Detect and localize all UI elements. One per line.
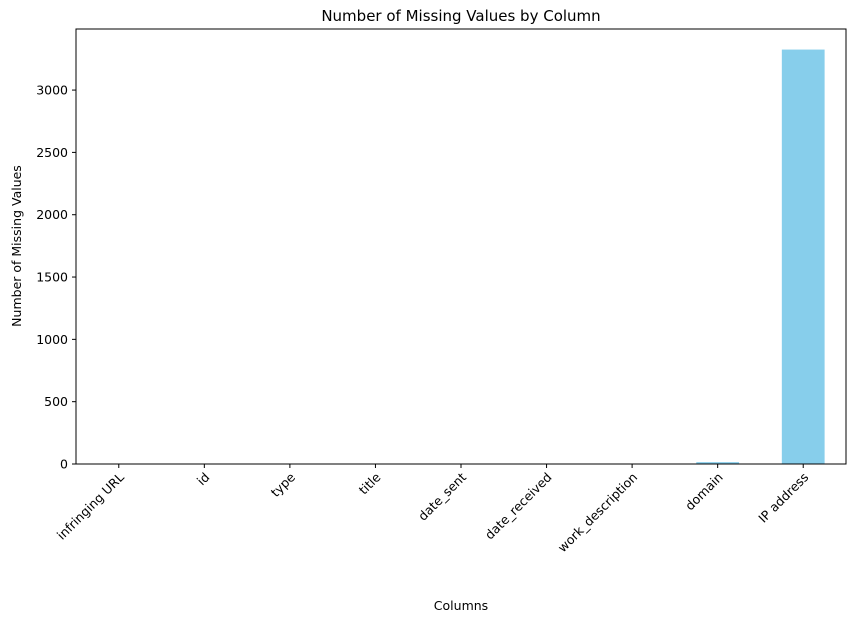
x-axis-label: Columns (434, 598, 488, 613)
x-tick-label: type (268, 469, 299, 500)
y-tick-label: 1500 (36, 270, 68, 285)
x-tick-label: date_received (482, 470, 555, 543)
x-tick-label: domain (682, 470, 726, 514)
x-tick-label: date_sent (415, 469, 469, 523)
bar (696, 462, 740, 464)
y-axis-label: Number of Missing Values (9, 165, 24, 327)
x-tick-label: infringing URL (54, 469, 127, 542)
x-tick-label: IP address (755, 470, 811, 526)
y-axis-ticks: 0 500 1000 1500 2000 2500 3000 (36, 83, 76, 472)
y-tick-label: 1000 (36, 332, 68, 347)
y-tick-label: 0 (60, 457, 68, 472)
y-tick-label: 2000 (36, 207, 68, 222)
y-tick-label: 2500 (36, 145, 68, 160)
x-axis-ticks: infringing URL id type title date_sent date_r… (54, 464, 811, 556)
plot-area (75, 28, 847, 465)
bar (781, 49, 825, 464)
y-tick-label: 500 (44, 394, 68, 409)
plot-frame (75, 28, 847, 465)
y-tick-label: 3000 (36, 83, 68, 98)
bars (696, 49, 825, 464)
x-tick-label: work_description (555, 470, 641, 556)
x-tick-label: title (356, 469, 384, 497)
x-tick-label: id (194, 470, 213, 489)
chart-title: Number of Missing Values by Column (321, 7, 600, 25)
